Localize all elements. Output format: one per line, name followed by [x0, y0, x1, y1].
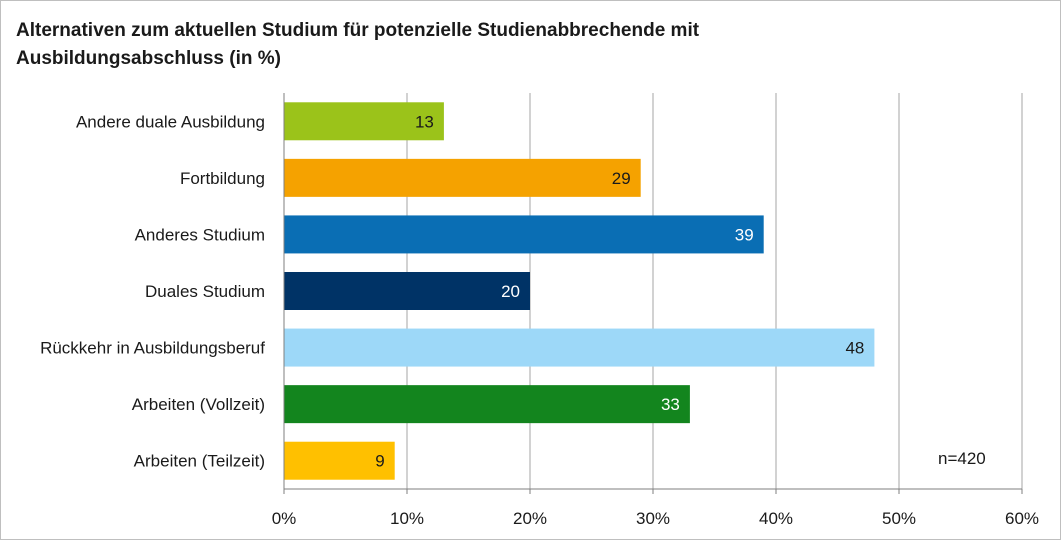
data-label: 20	[501, 282, 520, 301]
bar	[284, 272, 530, 310]
x-tick-label: 10%	[390, 509, 424, 528]
category-label: Fortbildung	[180, 169, 265, 188]
data-label: 29	[612, 169, 631, 188]
category-label: Arbeiten (Teilzeit)	[134, 452, 265, 471]
bar	[284, 328, 875, 367]
data-label: 39	[735, 225, 754, 244]
x-tick-label: 40%	[759, 509, 793, 528]
x-tick-label: 0%	[272, 509, 297, 528]
category-label: Duales Studium	[145, 282, 265, 301]
x-tick-label: 20%	[513, 509, 547, 528]
bar	[284, 215, 764, 254]
data-label: 48	[845, 339, 864, 358]
category-label: Anderes Studium	[135, 225, 265, 244]
data-label: 33	[661, 395, 680, 414]
category-label: Andere duale Ausbildung	[76, 112, 265, 131]
chart-title-line-1: Alternativen zum aktuellen Studium für p…	[16, 20, 700, 41]
x-tick-label: 30%	[636, 509, 670, 528]
category-label: Rückkehr in Ausbildungsberuf	[40, 339, 265, 358]
bar	[284, 102, 444, 141]
chart-title: Alternativen zum aktuellen Studium für p…	[16, 17, 916, 73]
bar	[284, 385, 690, 424]
x-tick-label: 60%	[1005, 509, 1039, 528]
category-label: Arbeiten (Vollzeit)	[132, 395, 265, 414]
data-label: 13	[415, 112, 434, 131]
bar	[284, 441, 395, 480]
chart-title-line-2: Ausbildungsabschluss (in %)	[16, 48, 281, 69]
data-label: 9	[375, 452, 384, 471]
bar	[284, 158, 641, 197]
sample-size-note: n=420	[938, 449, 986, 468]
x-tick-label: 50%	[882, 509, 916, 528]
